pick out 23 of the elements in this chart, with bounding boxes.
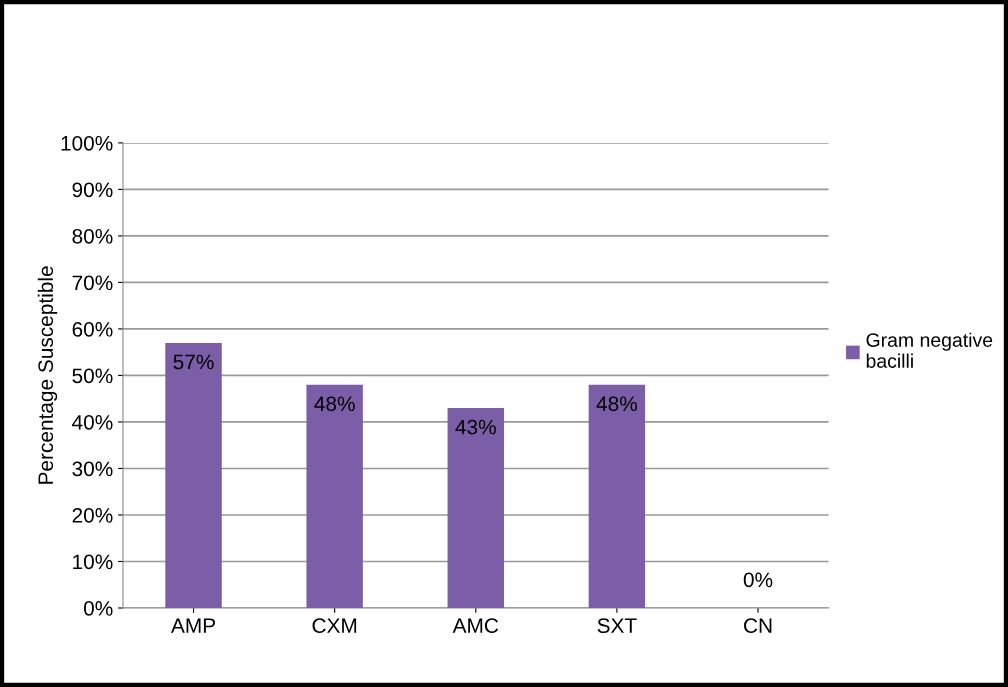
y-tick-label: 70% (72, 275, 113, 291)
y-tick-label: 60% (72, 321, 113, 337)
y-tick-label: 100% (61, 135, 113, 151)
x-tick-label: CXM (312, 618, 357, 634)
y-tick-label: 20% (72, 507, 113, 523)
y-tick-label: 10% (73, 554, 113, 570)
y-tick-label: 50% (72, 368, 113, 384)
y-tick-label: 0% (83, 601, 113, 616)
data-label: 43% (455, 419, 496, 435)
x-tick-label: SXT (597, 618, 637, 634)
y-axis-title: Percentage Susceptible (37, 266, 58, 484)
y-tick-label: 80% (72, 228, 113, 244)
data-label: 48% (596, 396, 637, 412)
data-label: 57% (173, 354, 214, 370)
y-tick-label: 30% (72, 461, 113, 477)
x-tick-label: CN (744, 618, 772, 634)
legend-label: Gram negative bacilli (866, 332, 993, 368)
y-tick-label: 40% (72, 414, 113, 430)
y-tick-label: 90% (72, 182, 113, 198)
x-tick-label: AMP (171, 618, 216, 633)
x-tick-label: AMC (452, 618, 499, 634)
data-label: 48% (314, 396, 355, 412)
data-label: 0% (743, 572, 773, 588)
